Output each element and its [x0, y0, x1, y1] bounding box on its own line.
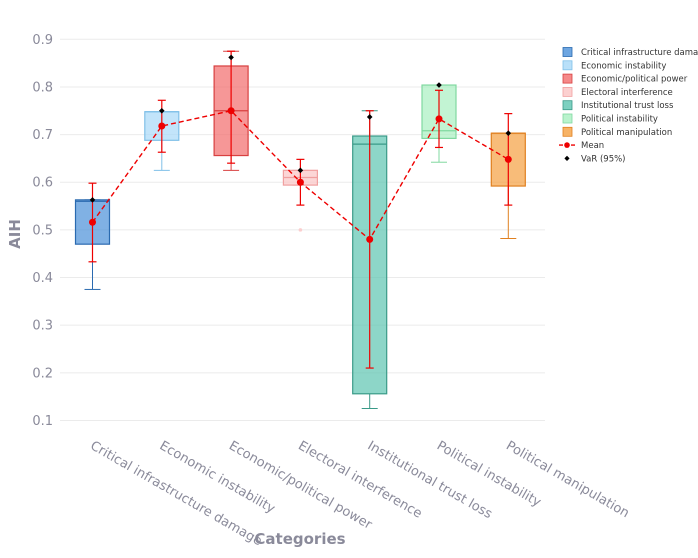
legend-swatch	[562, 100, 573, 111]
x-tick-label: Political manipulation	[503, 438, 631, 521]
y-tick-label: 0.8	[32, 80, 53, 95]
y-tick-label: 0.7	[32, 128, 53, 143]
y-tick-label: 0.3	[32, 319, 53, 334]
legend-swatch	[562, 126, 573, 137]
legend-var-marker	[564, 155, 570, 161]
var-marker	[436, 82, 442, 88]
y-tick-label: 0.4	[32, 271, 53, 286]
y-axis-ticks: 0.1 0.2 0.3 0.4 0.5 0.6 0.7 0.8 0.9	[32, 33, 53, 429]
x-tick-label: Electoral interference	[295, 438, 424, 521]
legend-swatch	[562, 73, 573, 84]
y-axis-title: AIH	[6, 219, 24, 249]
outlier-point	[298, 228, 303, 232]
legend-label: Institutional trust loss	[581, 101, 674, 111]
mean-point	[227, 107, 235, 115]
mean-point	[89, 218, 96, 226]
legend-label: Mean	[581, 141, 604, 151]
legend-swatch	[562, 60, 573, 71]
var-marker	[159, 107, 165, 114]
legend-label: Economic instability	[581, 61, 666, 71]
mean-point	[296, 178, 304, 186]
legend-swatch	[562, 113, 573, 124]
var-marker	[505, 130, 512, 136]
var-marker	[228, 54, 234, 61]
x-tick-label: Economic instability	[157, 438, 278, 516]
legend-swatch	[562, 47, 573, 57]
legend-label: Critical infrastructure damage	[581, 48, 698, 58]
legend-label: Political instability	[581, 115, 658, 125]
legend: Critical infrastructure damage Economic i…	[559, 47, 698, 164]
legend-swatch	[562, 87, 573, 97]
mean-point	[158, 122, 166, 130]
var-marker	[297, 167, 304, 174]
y-tick-label: 0.1	[32, 414, 53, 429]
gridlines	[60, 38, 545, 421]
legend-label: VaR (95%)	[581, 154, 626, 164]
mean-point	[504, 155, 512, 163]
legend-label: Economic/political power	[581, 75, 688, 85]
legend-mean-marker	[564, 142, 570, 148]
x-tick-label: Institutional trust loss	[365, 438, 495, 522]
legend-label: Electoral interference	[581, 88, 673, 98]
y-tick-label: 0.9	[32, 33, 53, 48]
var-marker	[89, 197, 96, 203]
mean-point	[435, 115, 443, 123]
legend-label: Political manipulation	[581, 128, 672, 138]
y-tick-label: 0.6	[32, 176, 53, 191]
mean-layer	[88, 50, 513, 369]
y-tick-label: 0.2	[32, 366, 53, 381]
mean-point	[366, 235, 374, 243]
y-tick-label: 0.5	[32, 223, 53, 238]
var-marker	[366, 114, 373, 120]
x-axis-title: Categories	[254, 530, 345, 548]
